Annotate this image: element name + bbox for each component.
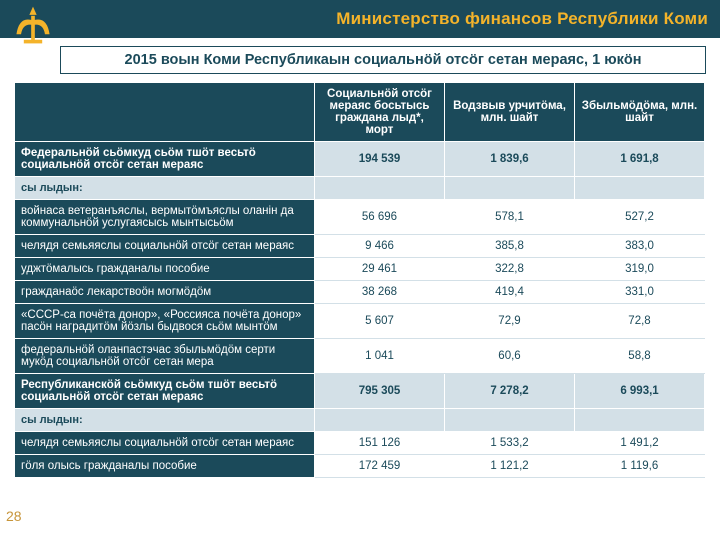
row-desc: гӧля олысь гражданалы пособие bbox=[15, 455, 315, 478]
row-value: 1 839,6 bbox=[445, 142, 575, 177]
row-value: 795 305 bbox=[315, 374, 445, 409]
slide: Министерство финансов Республики Коми 20… bbox=[0, 0, 720, 540]
row-value: 60,6 bbox=[445, 339, 575, 374]
row-value: 7 278,2 bbox=[445, 374, 575, 409]
row-value: 331,0 bbox=[575, 281, 705, 304]
row-desc: сы лыдын: bbox=[15, 177, 315, 200]
table-row: гражданаӧс лекарствоӧн могмӧдӧм38 268419… bbox=[15, 281, 705, 304]
table-row: федеральнӧй оланпастэчас збыльмӧдӧм серт… bbox=[15, 339, 705, 374]
table-row: сы лыдын: bbox=[15, 177, 705, 200]
row-value: 419,4 bbox=[445, 281, 575, 304]
row-value: 1 533,2 bbox=[445, 432, 575, 455]
table-row: «СССР-са почёта донор», «Россияса почёта… bbox=[15, 304, 705, 339]
subtitle-box: 2015 воын Коми Республикаын социальнӧй о… bbox=[60, 46, 706, 74]
table-row: уджтӧмалысь гражданалы пособие29 461322,… bbox=[15, 258, 705, 281]
table-head: Социальнӧй отсӧг мераяс босьтысь граждан… bbox=[15, 83, 705, 142]
col-header-1: Социальнӧй отсӧг мераяс босьтысь граждан… bbox=[315, 83, 445, 142]
row-value: 56 696 bbox=[315, 200, 445, 235]
row-value: 9 466 bbox=[315, 235, 445, 258]
row-value: 5 607 bbox=[315, 304, 445, 339]
row-value: 578,1 bbox=[445, 200, 575, 235]
row-value: 38 268 bbox=[315, 281, 445, 304]
row-desc: челядя семьяяслы социальнӧй отсӧг сетан … bbox=[15, 235, 315, 258]
col-header-3: Збыльмӧдӧма, млн. шайт bbox=[575, 83, 705, 142]
col-header-0 bbox=[15, 83, 315, 142]
row-value: 527,2 bbox=[575, 200, 705, 235]
row-value bbox=[575, 409, 705, 432]
row-value: 1 121,2 bbox=[445, 455, 575, 478]
ministry-title: Министерство финансов Республики Коми bbox=[336, 9, 708, 29]
table-row: гӧля олысь гражданалы пособие172 4591 12… bbox=[15, 455, 705, 478]
row-value bbox=[445, 409, 575, 432]
row-desc: федеральнӧй оланпастэчас збыльмӧдӧм серт… bbox=[15, 339, 315, 374]
row-value: 72,9 bbox=[445, 304, 575, 339]
page-number: 28 bbox=[6, 508, 22, 524]
row-value: 1 119,6 bbox=[575, 455, 705, 478]
row-value: 385,8 bbox=[445, 235, 575, 258]
row-desc: гражданаӧс лекарствоӧн могмӧдӧм bbox=[15, 281, 315, 304]
row-value: 194 539 bbox=[315, 142, 445, 177]
data-table: Социальнӧй отсӧг мераяс босьтысь граждан… bbox=[14, 82, 705, 478]
row-value bbox=[445, 177, 575, 200]
row-value: 58,8 bbox=[575, 339, 705, 374]
col-header-2: Водзвыв урчитӧма, млн. шайт bbox=[445, 83, 575, 142]
row-value bbox=[315, 409, 445, 432]
header-bar: Министерство финансов Республики Коми bbox=[0, 0, 720, 38]
table-row: челядя семьяяслы социальнӧй отсӧг сетан … bbox=[15, 235, 705, 258]
table-row: войнаса ветеранъяслы, вермытӧмъяслы олан… bbox=[15, 200, 705, 235]
row-value: 319,0 bbox=[575, 258, 705, 281]
row-value: 1 491,2 bbox=[575, 432, 705, 455]
table-row: сы лыдын: bbox=[15, 409, 705, 432]
row-value: 1 041 bbox=[315, 339, 445, 374]
row-value: 151 126 bbox=[315, 432, 445, 455]
row-desc: Республиканскӧй сьӧмкуд сьӧм тшӧт весьтӧ… bbox=[15, 374, 315, 409]
row-value: 383,0 bbox=[575, 235, 705, 258]
row-value: 1 691,8 bbox=[575, 142, 705, 177]
row-value: 322,8 bbox=[445, 258, 575, 281]
row-desc: Федеральнӧй сьӧмкуд сьӧм тшӧт весьтӧ соц… bbox=[15, 142, 315, 177]
table-row: Республиканскӧй сьӧмкуд сьӧм тшӧт весьтӧ… bbox=[15, 374, 705, 409]
row-value: 6 993,1 bbox=[575, 374, 705, 409]
row-desc: челядя семьяяслы социальнӧй отсӧг сетан … bbox=[15, 432, 315, 455]
table-row: челядя семьяяслы социальнӧй отсӧг сетан … bbox=[15, 432, 705, 455]
row-desc: сы лыдын: bbox=[15, 409, 315, 432]
row-desc: «СССР-са почёта донор», «Россияса почёта… bbox=[15, 304, 315, 339]
row-value bbox=[575, 177, 705, 200]
table-row: Федеральнӧй сьӧмкуд сьӧм тшӧт весьтӧ соц… bbox=[15, 142, 705, 177]
emblem-icon bbox=[10, 2, 56, 48]
row-value: 172 459 bbox=[315, 455, 445, 478]
row-desc: уджтӧмалысь гражданалы пособие bbox=[15, 258, 315, 281]
slide-subtitle: 2015 воын Коми Республикаын социальнӧй о… bbox=[125, 52, 642, 68]
row-desc: войнаса ветеранъяслы, вермытӧмъяслы олан… bbox=[15, 200, 315, 235]
table-body: Федеральнӧй сьӧмкуд сьӧм тшӧт весьтӧ соц… bbox=[15, 142, 705, 478]
row-value: 29 461 bbox=[315, 258, 445, 281]
row-value bbox=[315, 177, 445, 200]
row-value: 72,8 bbox=[575, 304, 705, 339]
